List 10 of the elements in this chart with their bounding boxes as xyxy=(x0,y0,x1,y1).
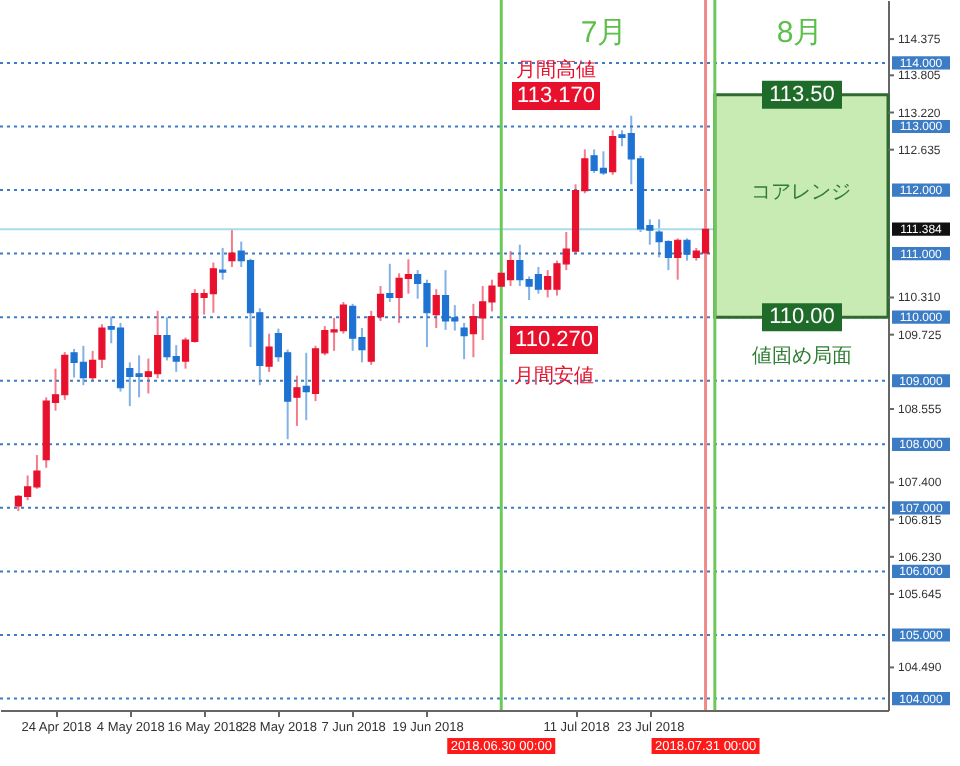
annotation: 7月 xyxy=(580,16,628,50)
annotation: 月間安値 xyxy=(514,364,594,388)
annotation: 110.00 xyxy=(769,305,835,330)
annotation: 月間高値 xyxy=(516,58,596,82)
annotation: 8月 xyxy=(776,16,824,50)
band-label: コアレンジ xyxy=(751,181,851,204)
annotation: 110.270 xyxy=(515,328,593,353)
annotation: 113.50 xyxy=(769,82,835,107)
annotation: 113.170 xyxy=(517,84,595,108)
annotation: 値固め局面 xyxy=(752,344,852,368)
